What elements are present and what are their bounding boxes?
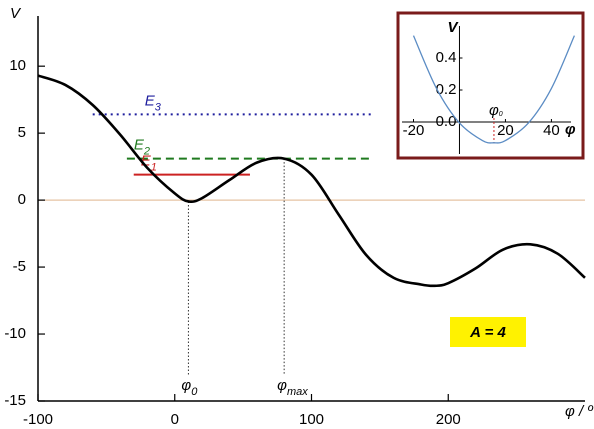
annotation: A = 4 — [469, 324, 506, 341]
energy-label-sub: 1 — [151, 162, 157, 174]
energy-label: E3 — [145, 92, 162, 113]
y-tick-label: 0 — [18, 191, 26, 208]
marker-label-main: φ — [181, 377, 191, 394]
inset-x-tick-label: 20 — [497, 122, 514, 139]
inset-y-tick-label: 0.0 — [436, 113, 457, 130]
energy-label-sub: 2 — [143, 145, 150, 157]
energy-label: E2 — [134, 137, 150, 158]
annotation-box — [450, 317, 526, 347]
y-tick-label: -15 — [4, 392, 26, 409]
x-tick-label: 200 — [436, 411, 461, 428]
inset-y-tick-label: 0.4 — [436, 49, 457, 66]
energy-label-main: E — [141, 153, 152, 170]
x-tick-label: 100 — [299, 411, 324, 428]
inset-x-label: φ — [565, 121, 576, 138]
y-tick-label: 10 — [9, 57, 26, 74]
inset-marker-label-sub: 0 — [499, 111, 503, 118]
curve — [412, 35, 575, 144]
energy-label-main: E — [134, 137, 145, 154]
energy-label-sub: 3 — [155, 101, 162, 113]
y-tick-label: -10 — [4, 325, 26, 342]
inset-x-tick-label: -20 — [403, 122, 425, 139]
marker-label-sub: max — [287, 386, 308, 398]
x-axis-label: φ / º — [565, 403, 594, 420]
inset-y-tick-label: 0.2 — [436, 81, 457, 98]
marker-label-sub: 0 — [191, 386, 198, 398]
x-tick-label: 0 — [171, 411, 179, 428]
inset-marker-label-main: φ — [489, 102, 499, 119]
y-axis-label: V — [10, 5, 22, 22]
energy-label: E1 — [141, 153, 157, 174]
curve — [37, 74, 586, 288]
marker-label: φ0 — [181, 377, 198, 398]
energy-label-main: E — [145, 92, 156, 109]
y-tick-label: -5 — [13, 258, 26, 275]
inset-marker-label: φ0 — [489, 102, 503, 119]
marker-label: φmax — [277, 377, 308, 398]
x-tick-label: -100 — [23, 411, 53, 428]
marker-label-main: φ — [277, 377, 287, 394]
y-tick-label: 5 — [18, 124, 26, 141]
inset-x-tick-label: 40 — [543, 122, 560, 139]
inset-y-label: V — [447, 19, 459, 36]
